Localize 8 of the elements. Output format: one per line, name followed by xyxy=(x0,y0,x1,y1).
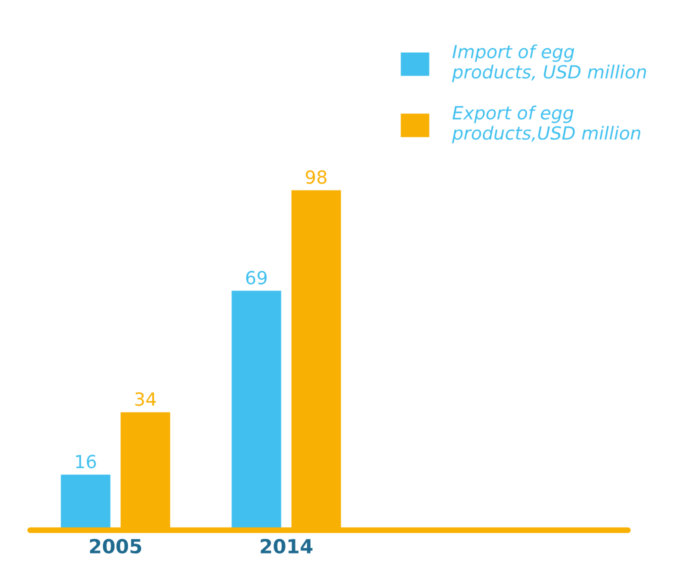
x-tick-label: 2005 xyxy=(90,538,142,554)
data-label: 34 xyxy=(135,392,156,406)
data-label: 16 xyxy=(76,454,96,468)
data-label: 98 xyxy=(306,170,326,184)
data-label: 69 xyxy=(246,270,267,285)
legend-label: Import of egg products, USD million xyxy=(452,44,646,82)
x-tick-label: 2014 xyxy=(260,538,312,554)
legend-label: Export of egg products,USD million xyxy=(452,106,640,144)
